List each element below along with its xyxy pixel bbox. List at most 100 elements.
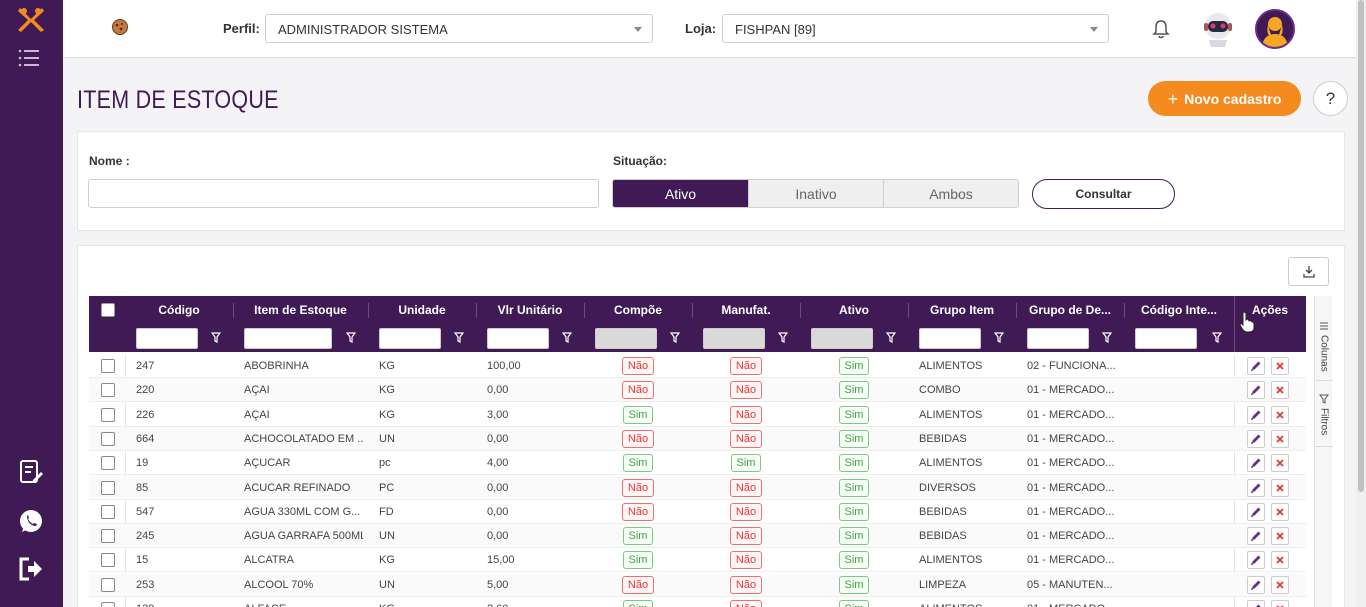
column-filter-input-grupo-destino[interactable] bbox=[1027, 328, 1089, 349]
help-button[interactable]: ? bbox=[1313, 81, 1348, 116]
download-button[interactable] bbox=[1288, 257, 1329, 286]
situacao-ambos[interactable]: Ambos bbox=[883, 180, 1018, 207]
cookie-icon[interactable] bbox=[111, 18, 129, 36]
edit-button[interactable] bbox=[1247, 357, 1265, 375]
filter-icon[interactable] bbox=[993, 332, 1005, 343]
column-separator[interactable] bbox=[908, 303, 909, 318]
table-row[interactable]: 85 ACUCAR REFINADO PC 0,00 Não Não Sim DIVERSOS… bbox=[89, 475, 1306, 500]
user-avatar[interactable] bbox=[1255, 9, 1295, 49]
situacao-ativo[interactable]: Ativo bbox=[613, 180, 748, 207]
edit-button[interactable] bbox=[1247, 454, 1265, 473]
column-header-grupo-item[interactable]: Grupo Item bbox=[929, 303, 994, 317]
row-checkbox[interactable] bbox=[101, 553, 115, 568]
table-row[interactable]: 253 ALCOOL 70% UN 5,00 Não Não Sim LIMPEZA 05 - … bbox=[89, 572, 1306, 597]
column-filter-input-codigo-interno[interactable] bbox=[1135, 328, 1197, 349]
column-separator[interactable] bbox=[692, 303, 693, 318]
column-filter-input-valor-unitario[interactable] bbox=[487, 328, 549, 349]
delete-button[interactable] bbox=[1271, 551, 1289, 570]
edit-button[interactable] bbox=[1247, 600, 1265, 607]
filter-icon[interactable] bbox=[345, 332, 357, 343]
columns-tab[interactable]: Colunas bbox=[1315, 321, 1333, 372]
page-scrollbar[interactable] bbox=[1356, 0, 1366, 607]
column-filter-input-codigo[interactable] bbox=[136, 328, 198, 349]
column-separator[interactable] bbox=[368, 303, 369, 318]
edit-button[interactable] bbox=[1247, 527, 1265, 546]
edit-button[interactable] bbox=[1247, 575, 1265, 594]
table-row[interactable]: 247 ABOBRINHA KG 100,00 Não Não Sim ALIMENTOS 02… bbox=[89, 354, 1306, 378]
row-checkbox[interactable] bbox=[101, 480, 115, 495]
logout-icon[interactable] bbox=[17, 555, 45, 583]
column-header-manufat[interactable]: Manufat. bbox=[721, 303, 771, 317]
delete-button[interactable] bbox=[1271, 454, 1289, 473]
column-header-valor-unitario[interactable]: Vlr Unitário bbox=[497, 303, 563, 317]
filter-icon[interactable] bbox=[1101, 332, 1113, 343]
filter-icon[interactable] bbox=[561, 332, 573, 343]
row-checkbox[interactable] bbox=[101, 383, 115, 398]
robot-avatar-icon[interactable] bbox=[1201, 10, 1235, 48]
edit-button[interactable] bbox=[1247, 478, 1265, 497]
loja-select[interactable]: FISHPAN [89] bbox=[722, 14, 1109, 43]
table-row[interactable]: 245 AGUA GARRAFA 500ML UN 0,00 Sim Não Sim BEBI… bbox=[89, 524, 1306, 549]
row-checkbox[interactable] bbox=[101, 529, 115, 544]
delete-button[interactable] bbox=[1271, 478, 1289, 497]
table-row[interactable]: 547 AGUA 330ML COM G... FD 0,00 Não Não Sim BEB… bbox=[89, 500, 1306, 524]
situacao-inativo[interactable]: Inativo bbox=[748, 180, 883, 207]
column-header-codigo[interactable]: Código bbox=[158, 303, 200, 317]
row-checkbox[interactable] bbox=[101, 359, 115, 373]
delete-button[interactable] bbox=[1271, 575, 1289, 594]
filter-icon[interactable] bbox=[210, 332, 222, 343]
column-separator[interactable] bbox=[1124, 303, 1125, 318]
column-header-grupo-destino[interactable]: Grupo de De... bbox=[1028, 303, 1111, 317]
column-filter-input-unidade[interactable] bbox=[379, 328, 441, 349]
table-row[interactable]: 226 AÇAI KG 3,00 Sim Não Sim ALIMENTOS 01 - MERC… bbox=[89, 403, 1306, 427]
delete-button[interactable] bbox=[1271, 527, 1289, 546]
column-separator[interactable] bbox=[476, 303, 477, 318]
column-separator[interactable] bbox=[1016, 303, 1017, 318]
edit-button[interactable] bbox=[1247, 429, 1265, 448]
column-header-ativo[interactable]: Ativo bbox=[839, 303, 869, 317]
column-filter-input-item-estoque[interactable] bbox=[244, 328, 332, 349]
column-header-item-estoque[interactable]: Item de Estoque bbox=[254, 303, 347, 317]
select-all-checkbox[interactable] bbox=[101, 303, 115, 317]
delete-button[interactable] bbox=[1271, 502, 1289, 521]
edit-button[interactable] bbox=[1247, 381, 1265, 400]
table-row[interactable]: 220 AÇAI KG 0,00 Não Não Sim COMBO 01 - MERCADO.… bbox=[89, 378, 1306, 403]
column-separator[interactable] bbox=[233, 303, 234, 318]
app-logo-icon[interactable] bbox=[16, 5, 46, 33]
menu-icon[interactable] bbox=[18, 48, 40, 68]
edit-button[interactable] bbox=[1247, 502, 1265, 521]
delete-button[interactable] bbox=[1271, 381, 1289, 400]
column-filter-input-grupo-item[interactable] bbox=[919, 328, 981, 349]
column-separator[interactable] bbox=[584, 303, 585, 318]
column-header-compoe[interactable]: Compõe bbox=[614, 303, 662, 317]
row-checkbox[interactable] bbox=[101, 577, 115, 592]
page-scrollbar-thumb[interactable] bbox=[1358, 0, 1364, 492]
perfil-select[interactable]: ADMINISTRADOR SISTEMA bbox=[265, 14, 653, 43]
column-header-unidade[interactable]: Unidade bbox=[398, 303, 446, 317]
row-checkbox[interactable] bbox=[101, 504, 115, 519]
new-record-button[interactable]: + Novo cadastro bbox=[1148, 81, 1301, 116]
row-checkbox[interactable] bbox=[101, 431, 115, 446]
document-edit-icon[interactable] bbox=[17, 458, 45, 486]
delete-button[interactable] bbox=[1271, 405, 1289, 424]
edit-button[interactable] bbox=[1247, 551, 1265, 570]
row-checkbox[interactable] bbox=[101, 456, 115, 471]
nome-input[interactable] bbox=[88, 179, 599, 208]
consultar-button[interactable]: Consultar bbox=[1032, 179, 1175, 209]
filter-icon[interactable] bbox=[669, 332, 681, 343]
column-header-acoes[interactable]: Ações bbox=[1251, 303, 1289, 317]
whatsapp-icon[interactable] bbox=[17, 507, 45, 535]
edit-button[interactable] bbox=[1247, 405, 1265, 424]
bell-icon[interactable] bbox=[1152, 19, 1170, 39]
table-row[interactable]: 15 ALCATRA KG 15,00 Sim Não Sim ALIMENTOS 01 - M… bbox=[89, 548, 1306, 573]
table-row[interactable]: 19 AÇUCAR pc 4,00 Sim Sim Sim ALIMENTOS 01 - MER… bbox=[89, 451, 1306, 476]
row-checkbox[interactable] bbox=[101, 602, 115, 607]
filter-icon[interactable] bbox=[777, 332, 789, 343]
column-header-codigo-interno[interactable]: Código Inte... bbox=[1141, 303, 1217, 317]
delete-button[interactable] bbox=[1271, 429, 1289, 448]
column-separator[interactable] bbox=[800, 303, 801, 318]
filters-tab[interactable]: Filtros bbox=[1315, 394, 1333, 435]
filter-icon[interactable] bbox=[453, 332, 465, 343]
delete-button[interactable] bbox=[1271, 600, 1289, 607]
table-row[interactable]: 664 ACHOCOLATADO EM ... UN 0,00 Não Não Sim BEB… bbox=[89, 426, 1306, 451]
